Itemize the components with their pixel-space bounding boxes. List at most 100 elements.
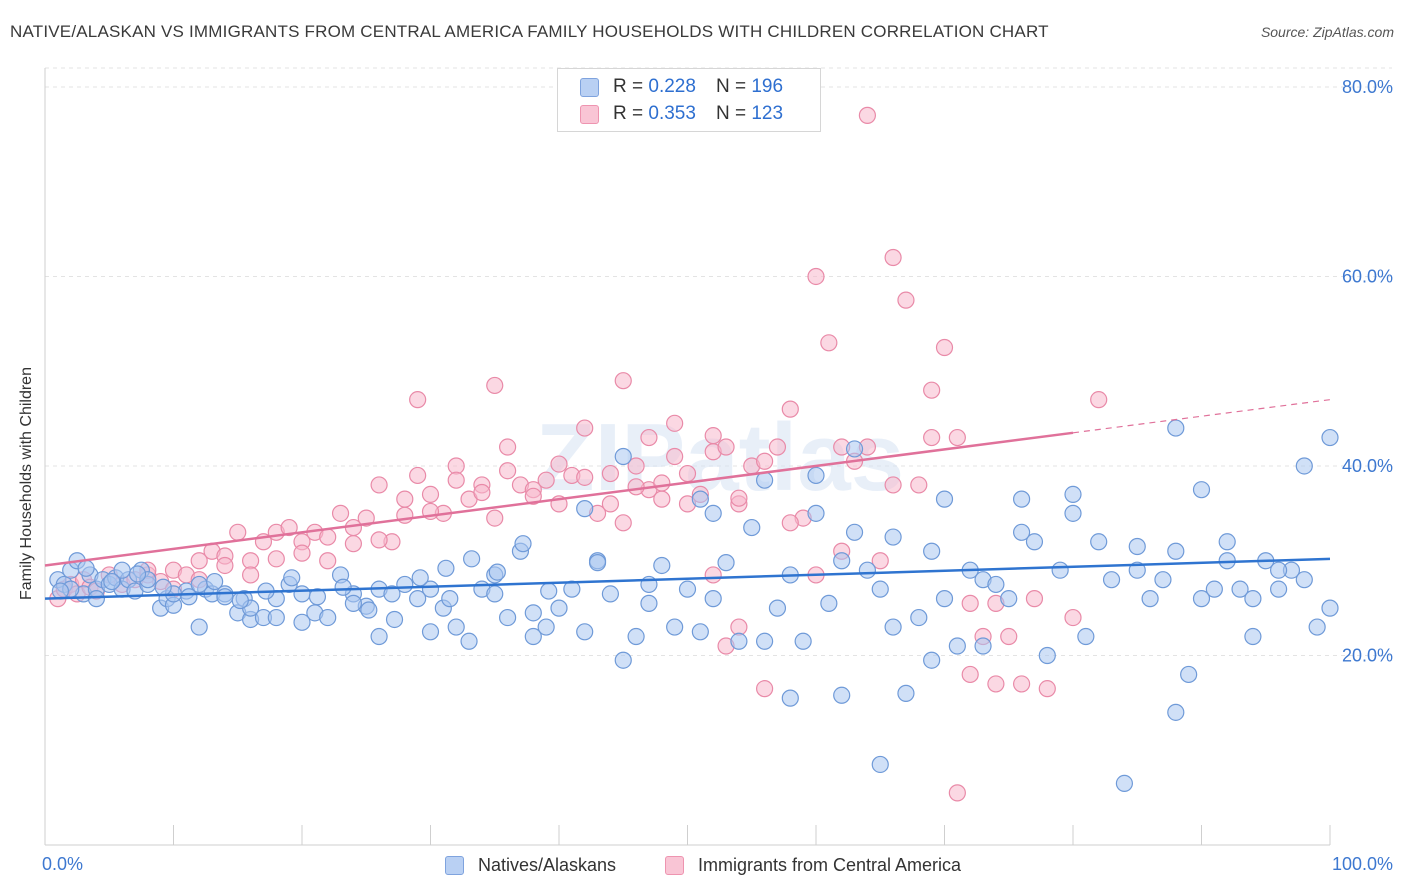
data-point-immigrants bbox=[987, 675, 1005, 693]
data-point-natives bbox=[293, 585, 311, 603]
legend-r-value: 0.353 bbox=[648, 103, 696, 124]
data-point-natives bbox=[871, 580, 889, 598]
data-point-immigrants bbox=[781, 514, 799, 532]
data-point-immigrants bbox=[280, 518, 298, 537]
data-point-immigrants bbox=[820, 334, 838, 352]
data-point-immigrants bbox=[421, 485, 440, 504]
data-point-immigrants bbox=[267, 550, 285, 568]
data-point-natives bbox=[1102, 571, 1121, 589]
data-point-immigrants bbox=[923, 381, 941, 399]
data-point-immigrants bbox=[666, 414, 684, 432]
y-tick-label: 20.0% bbox=[1342, 645, 1393, 665]
data-point-natives bbox=[206, 572, 224, 591]
data-point-natives bbox=[51, 582, 70, 600]
data-point-natives bbox=[576, 623, 594, 641]
data-point-natives bbox=[344, 594, 362, 612]
data-point-natives bbox=[1205, 580, 1223, 598]
series-natives-points bbox=[49, 419, 1339, 793]
data-point-natives bbox=[1025, 533, 1044, 551]
data-point-immigrants bbox=[473, 483, 491, 502]
data-point-natives bbox=[1231, 580, 1249, 598]
legend-swatch-natives bbox=[580, 77, 599, 97]
data-point-natives bbox=[1167, 419, 1185, 437]
data-point-natives bbox=[1321, 599, 1339, 617]
data-point-immigrants bbox=[601, 495, 620, 513]
data-point-immigrants bbox=[1025, 590, 1044, 608]
data-point-natives bbox=[845, 523, 864, 541]
data-point-natives bbox=[1167, 542, 1185, 560]
data-point-natives bbox=[1128, 537, 1146, 556]
data-point-natives bbox=[524, 604, 542, 622]
data-point-natives bbox=[1064, 504, 1082, 522]
data-point-natives bbox=[421, 623, 440, 641]
data-point-immigrants bbox=[614, 514, 632, 532]
source-credit: Source: ZipAtlas.com bbox=[1260, 24, 1394, 40]
data-point-natives bbox=[1308, 618, 1326, 636]
data-point-natives bbox=[1090, 533, 1108, 551]
data-point-natives bbox=[1244, 590, 1262, 608]
data-point-natives bbox=[923, 651, 941, 669]
data-point-immigrants bbox=[948, 428, 966, 447]
data-point-natives bbox=[576, 500, 594, 518]
data-point-immigrants bbox=[370, 531, 388, 549]
data-point-natives bbox=[614, 447, 632, 466]
bottom-legend-label-immigrants: Immigrants from Central America bbox=[698, 854, 962, 875]
data-point-natives bbox=[1154, 571, 1172, 589]
data-point-natives bbox=[987, 575, 1005, 594]
y-axis-label: Family Households with Children bbox=[18, 367, 35, 600]
data-point-immigrants bbox=[730, 618, 748, 636]
data-point-natives bbox=[1000, 590, 1018, 608]
data-point-immigrants bbox=[499, 438, 517, 456]
data-point-immigrants bbox=[755, 680, 774, 698]
data-point-natives bbox=[524, 627, 542, 646]
data-point-immigrants bbox=[961, 665, 979, 684]
data-point-natives bbox=[486, 585, 504, 603]
data-point-immigrants bbox=[858, 106, 877, 124]
tick-labels: 20.0% 40.0% 60.0% 80.0% 0.0% 100.0% bbox=[42, 77, 1393, 874]
data-point-immigrants bbox=[935, 338, 954, 357]
data-point-natives bbox=[460, 632, 478, 650]
data-point-natives bbox=[1218, 533, 1236, 551]
data-point-immigrants bbox=[537, 471, 555, 489]
data-point-natives bbox=[421, 580, 440, 598]
data-point-natives bbox=[409, 590, 427, 608]
data-point-immigrants bbox=[704, 427, 722, 445]
data-point-natives bbox=[1295, 571, 1313, 589]
data-point-natives bbox=[781, 689, 799, 707]
data-point-natives bbox=[974, 637, 992, 655]
data-point-natives bbox=[360, 601, 378, 619]
data-point-natives bbox=[807, 466, 825, 485]
data-point-immigrants bbox=[884, 476, 902, 494]
data-point-immigrants bbox=[409, 391, 427, 409]
data-point-immigrants bbox=[396, 490, 414, 508]
data-point-immigrants bbox=[704, 566, 722, 584]
data-point-natives bbox=[383, 585, 401, 603]
data-point-natives bbox=[1192, 481, 1211, 499]
data-point-natives bbox=[1077, 627, 1095, 646]
bottom-legend-swatch-natives bbox=[445, 855, 464, 875]
data-point-natives bbox=[385, 610, 404, 629]
data-point-immigrants bbox=[550, 455, 568, 473]
data-point-natives bbox=[537, 618, 555, 636]
data-point-immigrants bbox=[755, 452, 774, 470]
bottom-legend-swatch-immigrants bbox=[665, 855, 684, 875]
series-immigrants-points bbox=[49, 106, 1108, 802]
bottom-legend-label-natives: Natives/Alaskans bbox=[478, 854, 617, 875]
data-point-natives bbox=[730, 632, 748, 650]
data-point-natives bbox=[601, 585, 620, 603]
data-point-immigrants bbox=[242, 566, 260, 584]
legend-r-value: 0.228 bbox=[648, 76, 696, 97]
y-tick-label: 80.0% bbox=[1342, 77, 1393, 97]
legend-r-label: R = bbox=[613, 103, 644, 124]
legend-swatch-immigrants bbox=[580, 104, 599, 124]
data-point-immigrants bbox=[884, 248, 902, 267]
data-point-natives bbox=[1012, 523, 1031, 541]
data-point-natives bbox=[858, 561, 877, 579]
data-point-natives bbox=[216, 588, 234, 606]
data-point-natives bbox=[128, 565, 147, 583]
data-point-immigrants bbox=[897, 291, 915, 309]
data-point-immigrants bbox=[1038, 680, 1056, 698]
data-point-immigrants bbox=[447, 457, 465, 475]
data-point-natives bbox=[1141, 590, 1159, 608]
